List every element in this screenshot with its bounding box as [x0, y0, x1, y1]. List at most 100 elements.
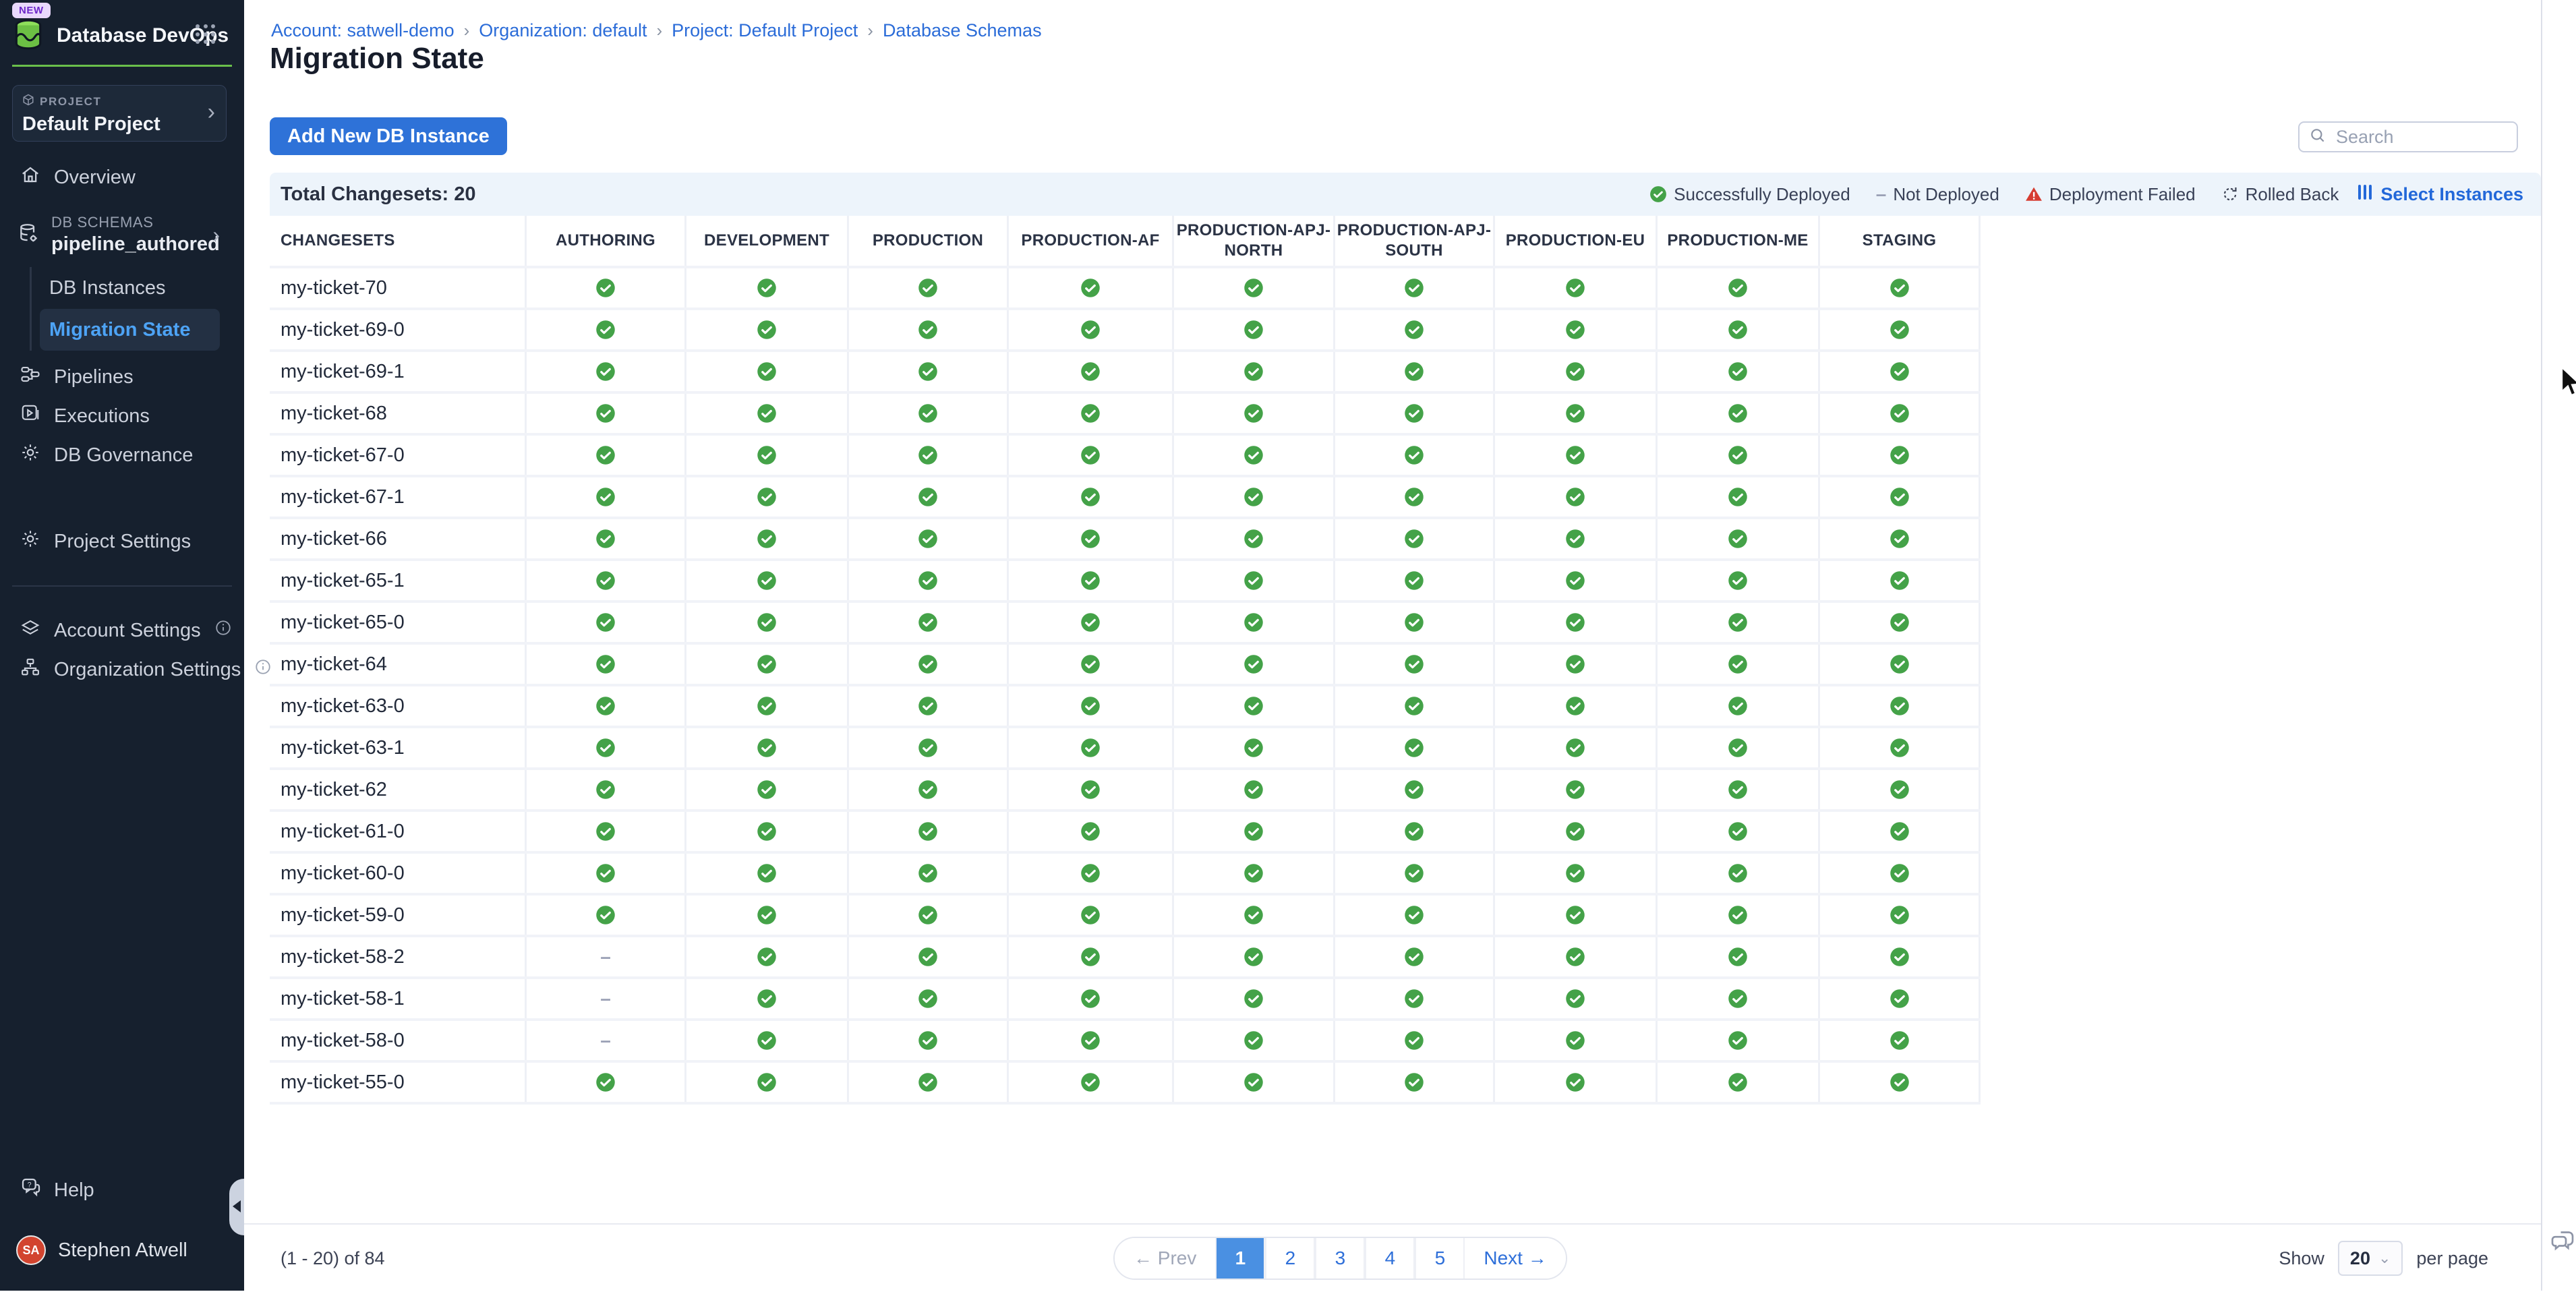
sidebar-item-db-governance[interactable]: DB Governance — [0, 436, 244, 475]
check-icon — [918, 487, 938, 507]
table-row[interactable]: my-ticket-63-1 — [270, 728, 1981, 770]
breadcrumb-link[interactable]: Account: satwell-demo — [271, 20, 455, 41]
table-row[interactable]: my-ticket-59-0 — [270, 895, 1981, 937]
table-row[interactable]: my-ticket-65-1 — [270, 561, 1981, 603]
sidebar-item-db-schemas[interactable]: DB SCHEMAS pipeline_authored › — [0, 208, 244, 262]
table-row[interactable]: my-ticket-67-1 — [270, 477, 1981, 519]
table-row[interactable]: my-ticket-68 — [270, 394, 1981, 436]
check-icon — [1728, 821, 1748, 842]
table-row[interactable]: my-ticket-58-1– — [270, 979, 1981, 1021]
sidebar-item-executions[interactable]: Executions — [0, 397, 244, 436]
check-icon — [1243, 403, 1264, 423]
status-cell — [1333, 812, 1493, 851]
status-cell — [847, 812, 1007, 851]
user-menu[interactable]: SA Stephen Atwell — [0, 1230, 244, 1270]
add-db-instance-button[interactable]: Add New DB Instance — [270, 117, 507, 155]
sidebar-collapse-handle[interactable] — [229, 1179, 244, 1235]
column-header: STAGING — [1818, 216, 1981, 266]
table-row[interactable]: my-ticket-66 — [270, 519, 1981, 561]
chevron-right-icon: › — [212, 223, 220, 247]
chevron-right-icon: › — [208, 99, 215, 125]
check-icon — [918, 361, 938, 382]
page-button-1[interactable]: 1 — [1215, 1238, 1265, 1279]
check-icon — [757, 612, 777, 633]
page-size-select[interactable]: 20 ⌄ — [2338, 1241, 2403, 1276]
project-name: Default Project — [22, 113, 216, 136]
check-icon — [1728, 905, 1748, 925]
table-row[interactable]: my-ticket-70 — [270, 268, 1981, 310]
sidebar-item-organization-settings[interactable]: Organization Settings — [0, 650, 244, 689]
breadcrumb-link[interactable]: Project: Default Project — [672, 20, 858, 41]
table-row[interactable]: my-ticket-64 — [270, 645, 1981, 686]
check-icon — [1728, 863, 1748, 883]
status-cell — [1493, 268, 1656, 307]
status-cell — [1493, 1021, 1656, 1060]
info-icon[interactable] — [254, 658, 272, 681]
table-row[interactable]: my-ticket-65-0 — [270, 603, 1981, 645]
table-row[interactable]: my-ticket-55-0 — [270, 1063, 1981, 1105]
status-cell — [1818, 477, 1981, 517]
breadcrumb-link[interactable]: Database Schemas — [883, 20, 1042, 41]
chat-widget-icon[interactable] — [2548, 1227, 2576, 1258]
search-box[interactable] — [2298, 121, 2518, 152]
page-button-3[interactable]: 3 — [1315, 1238, 1365, 1279]
table-row[interactable]: my-ticket-69-0 — [270, 310, 1981, 352]
table-row[interactable]: my-ticket-62 — [270, 770, 1981, 812]
check-icon — [1565, 863, 1585, 883]
check-icon — [1404, 696, 1424, 716]
table-row[interactable]: my-ticket-58-0– — [270, 1021, 1981, 1063]
check-icon — [1243, 445, 1264, 465]
prev-page-button[interactable]: ← Prev — [1115, 1238, 1215, 1279]
sidebar-item-overview[interactable]: Overview — [0, 158, 244, 197]
status-cell — [684, 770, 847, 809]
check-icon — [1404, 529, 1424, 549]
next-page-button[interactable]: Next → — [1465, 1238, 1565, 1279]
status-cell — [1333, 645, 1493, 684]
status-cell — [1333, 1021, 1493, 1060]
column-header: PRODUCTION-ME — [1656, 216, 1818, 266]
status-cell — [1172, 645, 1333, 684]
table-row[interactable]: my-ticket-58-2– — [270, 937, 1981, 979]
help-button[interactable]: ? Help — [0, 1171, 244, 1210]
breadcrumb-link[interactable]: Organization: default — [479, 20, 647, 41]
status-cell — [1493, 1063, 1656, 1102]
status-cell — [1172, 1021, 1333, 1060]
dash-icon: – — [600, 1031, 611, 1050]
page-button-4[interactable]: 4 — [1365, 1238, 1415, 1279]
table-row[interactable]: my-ticket-60-0 — [270, 854, 1981, 895]
status-cell — [1172, 352, 1333, 391]
table-row[interactable]: my-ticket-67-0 — [270, 436, 1981, 477]
check-icon — [595, 612, 616, 633]
project-switcher[interactable]: PROJECT Default Project › — [12, 85, 227, 142]
check-icon — [1728, 278, 1748, 298]
page-button-2[interactable]: 2 — [1265, 1238, 1315, 1279]
sidebar-item-pipelines[interactable]: Pipelines — [0, 357, 244, 397]
status-cell — [1333, 979, 1493, 1018]
page-button-5[interactable]: 5 — [1415, 1238, 1465, 1279]
status-cell — [1656, 686, 1818, 726]
scrollbar-gutter[interactable] — [2541, 0, 2576, 1291]
changeset-name: my-ticket-70 — [270, 268, 525, 307]
check-icon — [1890, 487, 1910, 507]
info-icon[interactable] — [214, 619, 232, 642]
check-icon — [1080, 1030, 1101, 1051]
status-cell — [1007, 394, 1172, 433]
sidebar-item-migration-state[interactable]: Migration State — [40, 309, 220, 351]
sidebar-item-db-instances[interactable]: DB Instances — [32, 267, 244, 309]
check-icon — [1890, 570, 1910, 591]
column-header: PRODUCTION — [847, 216, 1007, 266]
status-cell — [525, 477, 684, 517]
sidebar-item-account-settings[interactable]: Account Settings — [0, 611, 244, 650]
check-icon — [1728, 487, 1748, 507]
sidebar-item-project-settings[interactable]: Project Settings — [0, 522, 244, 561]
check-icon — [918, 1030, 938, 1051]
status-cell — [1656, 436, 1818, 475]
status-cell — [684, 519, 847, 558]
table-row[interactable]: my-ticket-69-1 — [270, 352, 1981, 394]
search-input[interactable] — [2335, 126, 2499, 148]
apps-grid-icon[interactable] — [196, 24, 216, 45]
table-row[interactable]: my-ticket-61-0 — [270, 812, 1981, 854]
table-row[interactable]: my-ticket-63-0 — [270, 686, 1981, 728]
select-instances-button[interactable]: Select Instances — [2358, 183, 2523, 206]
check-icon — [1890, 612, 1910, 633]
